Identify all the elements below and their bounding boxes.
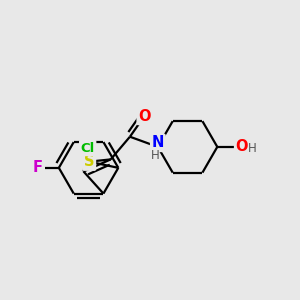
Text: H: H [151, 149, 159, 162]
Text: S: S [84, 154, 94, 169]
Text: F: F [33, 160, 43, 175]
Text: O: O [138, 109, 151, 124]
Text: H: H [248, 142, 256, 155]
Text: N: N [152, 135, 164, 150]
Text: O: O [236, 140, 248, 154]
Text: Cl: Cl [81, 142, 95, 154]
